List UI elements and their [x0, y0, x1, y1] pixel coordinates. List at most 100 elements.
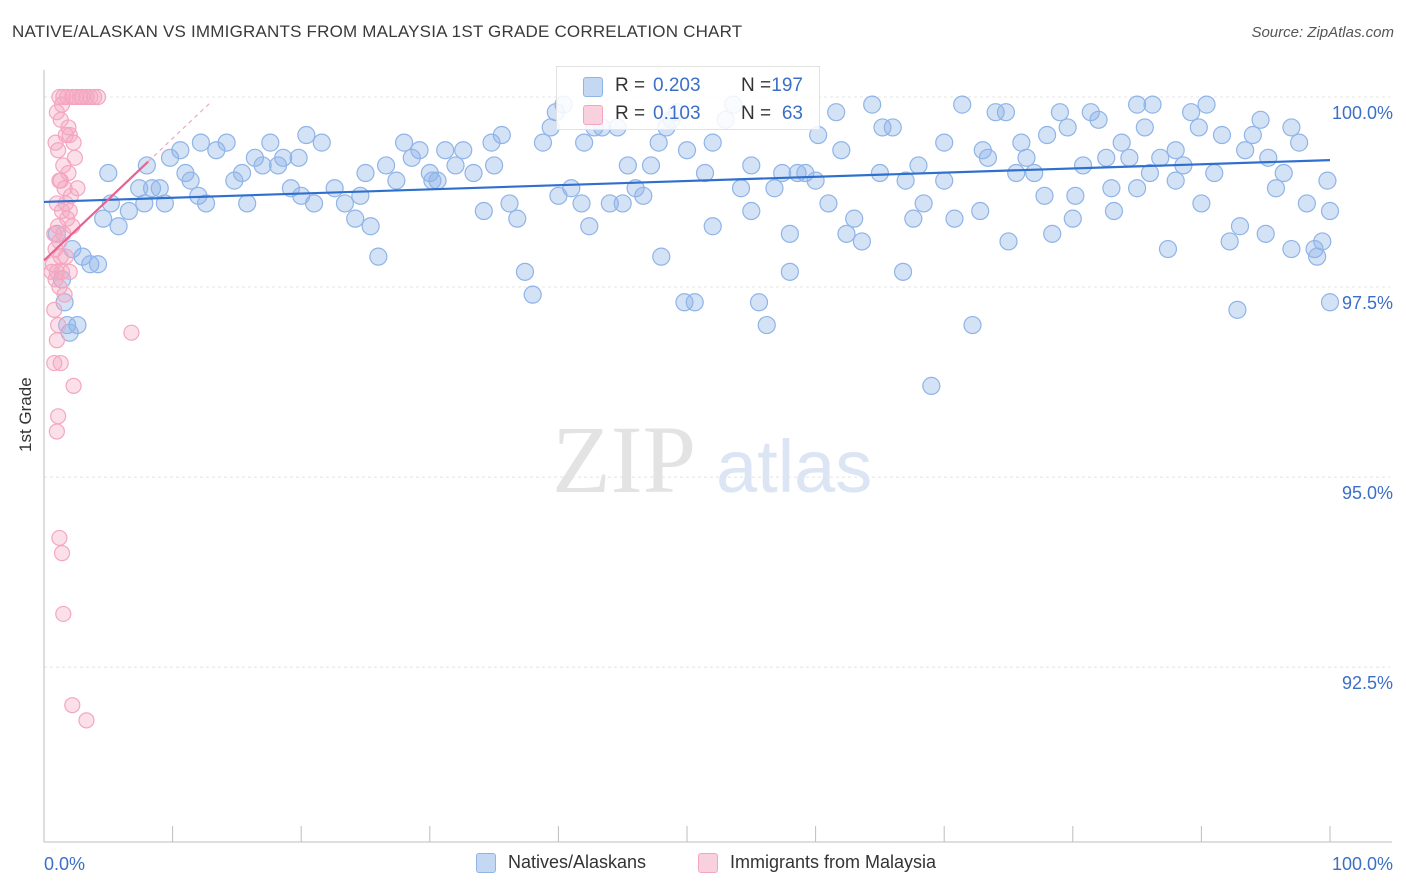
point-natives [749, 293, 769, 312]
point-natives [137, 156, 156, 175]
point-natives [780, 262, 799, 281]
point-natives [99, 163, 118, 183]
point-natives [446, 156, 465, 175]
point-natives [572, 194, 591, 213]
point-natives [1102, 179, 1121, 198]
point-natives [1112, 133, 1131, 152]
point-malaysia [86, 88, 103, 106]
point-natives [1037, 125, 1057, 145]
point-natives [575, 133, 594, 152]
point-natives [1097, 148, 1116, 167]
point-natives [634, 186, 653, 205]
y-tick-label: 95.0% [1342, 483, 1393, 503]
point-natives [1251, 110, 1270, 129]
point-natives [281, 179, 301, 198]
point-natives [410, 141, 429, 160]
point-natives [1143, 95, 1162, 114]
point-natives [523, 285, 542, 304]
point-natives [1035, 186, 1054, 205]
point-natives [150, 179, 169, 198]
point-natives [1104, 201, 1124, 221]
stats-row-malaysia: R = 0.103 N = 63 [557, 101, 821, 129]
point-natives [845, 209, 864, 228]
watermark-zip: ZIP [552, 406, 696, 513]
point-natives [1205, 163, 1224, 183]
point-natives [1166, 171, 1185, 190]
point-natives [641, 156, 661, 175]
point-natives [852, 232, 871, 251]
point-natives [1256, 224, 1275, 243]
point-natives [971, 201, 990, 221]
point-natives [909, 156, 928, 175]
point-natives [675, 293, 694, 312]
point-natives [1192, 194, 1211, 213]
malaysia-swatch [583, 105, 603, 125]
point-natives [600, 194, 619, 213]
point-natives [351, 186, 370, 205]
n-label: N = [741, 75, 772, 96]
point-natives [1197, 95, 1216, 114]
point-malaysia [55, 605, 72, 623]
point-malaysia [47, 134, 64, 151]
point-natives [1081, 103, 1100, 122]
point-natives [945, 209, 964, 228]
point-natives [757, 315, 776, 335]
point-natives [652, 247, 671, 266]
point-malaysia [48, 423, 65, 440]
point-natives [1282, 118, 1301, 137]
point-natives [837, 224, 856, 243]
trend-lines [43, 101, 1331, 262]
point-malaysia [56, 286, 73, 303]
point-natives [181, 171, 200, 190]
point-natives [119, 201, 138, 221]
point-malaysia [46, 301, 63, 318]
point-natives [232, 163, 252, 183]
point-natives [1166, 141, 1185, 160]
x-tick-label-max: 100.0% [1332, 854, 1393, 874]
chart-title: NATIVE/ALASKAN VS IMMIGRANTS FROM MALAYS… [12, 22, 743, 41]
point-malaysia [52, 354, 69, 372]
point-malaysia [64, 218, 81, 235]
point-malaysia [53, 545, 71, 562]
point-natives [1220, 232, 1239, 251]
gridlines [44, 96, 1390, 668]
r-value: 0.103 [653, 103, 701, 124]
y-tick-label: 100.0% [1332, 103, 1393, 123]
point-malaysia [65, 377, 82, 394]
point-natives [1007, 163, 1026, 183]
point-natives [649, 133, 668, 152]
point-natives [1182, 103, 1201, 122]
point-natives [914, 194, 933, 213]
point-natives [1274, 163, 1293, 183]
point-natives [402, 148, 421, 167]
point-natives [312, 133, 331, 152]
tick-labels: 92.5% 95.0% 97.5% 100.0% 0.0% 100.0% [44, 103, 1393, 874]
point-natives [904, 209, 923, 228]
point-natives [253, 156, 272, 175]
point-natives [335, 194, 355, 213]
point-natives [109, 217, 128, 236]
point-malaysia [47, 271, 64, 288]
legend-item-natives[interactable]: Natives/Alaskans [476, 852, 646, 873]
point-natives [1073, 156, 1093, 175]
point-natives [160, 148, 180, 167]
point-natives [325, 179, 344, 198]
point-natives [1228, 300, 1247, 319]
legend-swatch-malaysia [698, 852, 718, 873]
bottom-legend: Natives/Alaskans Immigrants from Malaysi… [0, 850, 1406, 880]
point-natives [73, 247, 92, 266]
point-natives [436, 141, 455, 160]
point-natives [81, 255, 100, 274]
point-natives [1290, 133, 1309, 152]
point-natives [1236, 141, 1255, 160]
point-natives [387, 171, 406, 190]
point-natives [485, 156, 504, 175]
point-natives [863, 95, 882, 114]
point-malaysia [50, 316, 67, 334]
point-natives [935, 133, 954, 152]
point-malaysia [57, 248, 74, 265]
n-label: N = [741, 103, 772, 124]
point-natives [1151, 148, 1170, 167]
legend-item-malaysia[interactable]: Immigrants from Malaysia [698, 852, 936, 873]
point-malaysia [46, 354, 63, 372]
